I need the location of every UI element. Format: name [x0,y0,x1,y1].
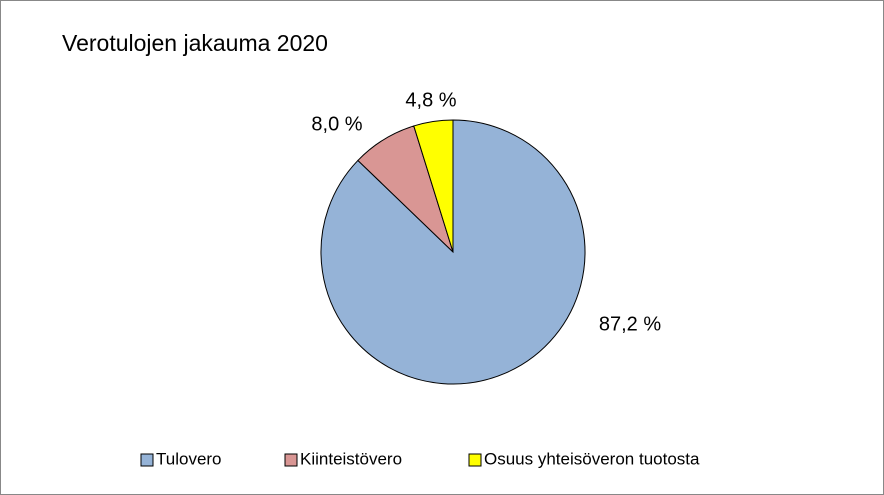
legend-swatch [140,453,154,467]
chart-title: Verotulojen jakauma 2020 [62,30,328,56]
legend-label: Osuus yhteisöveron tuotosta [484,449,700,468]
data-label: 87,2 % [599,313,661,335]
legend-swatch [468,453,482,467]
pie-slice [413,119,454,253]
legend-label: Kiinteistövero [300,449,402,468]
legend-label: Tulovero [156,449,222,468]
data-label: 8,0 % [311,113,362,135]
data-label: 4,8 % [405,89,456,111]
legend-swatch [284,453,298,467]
